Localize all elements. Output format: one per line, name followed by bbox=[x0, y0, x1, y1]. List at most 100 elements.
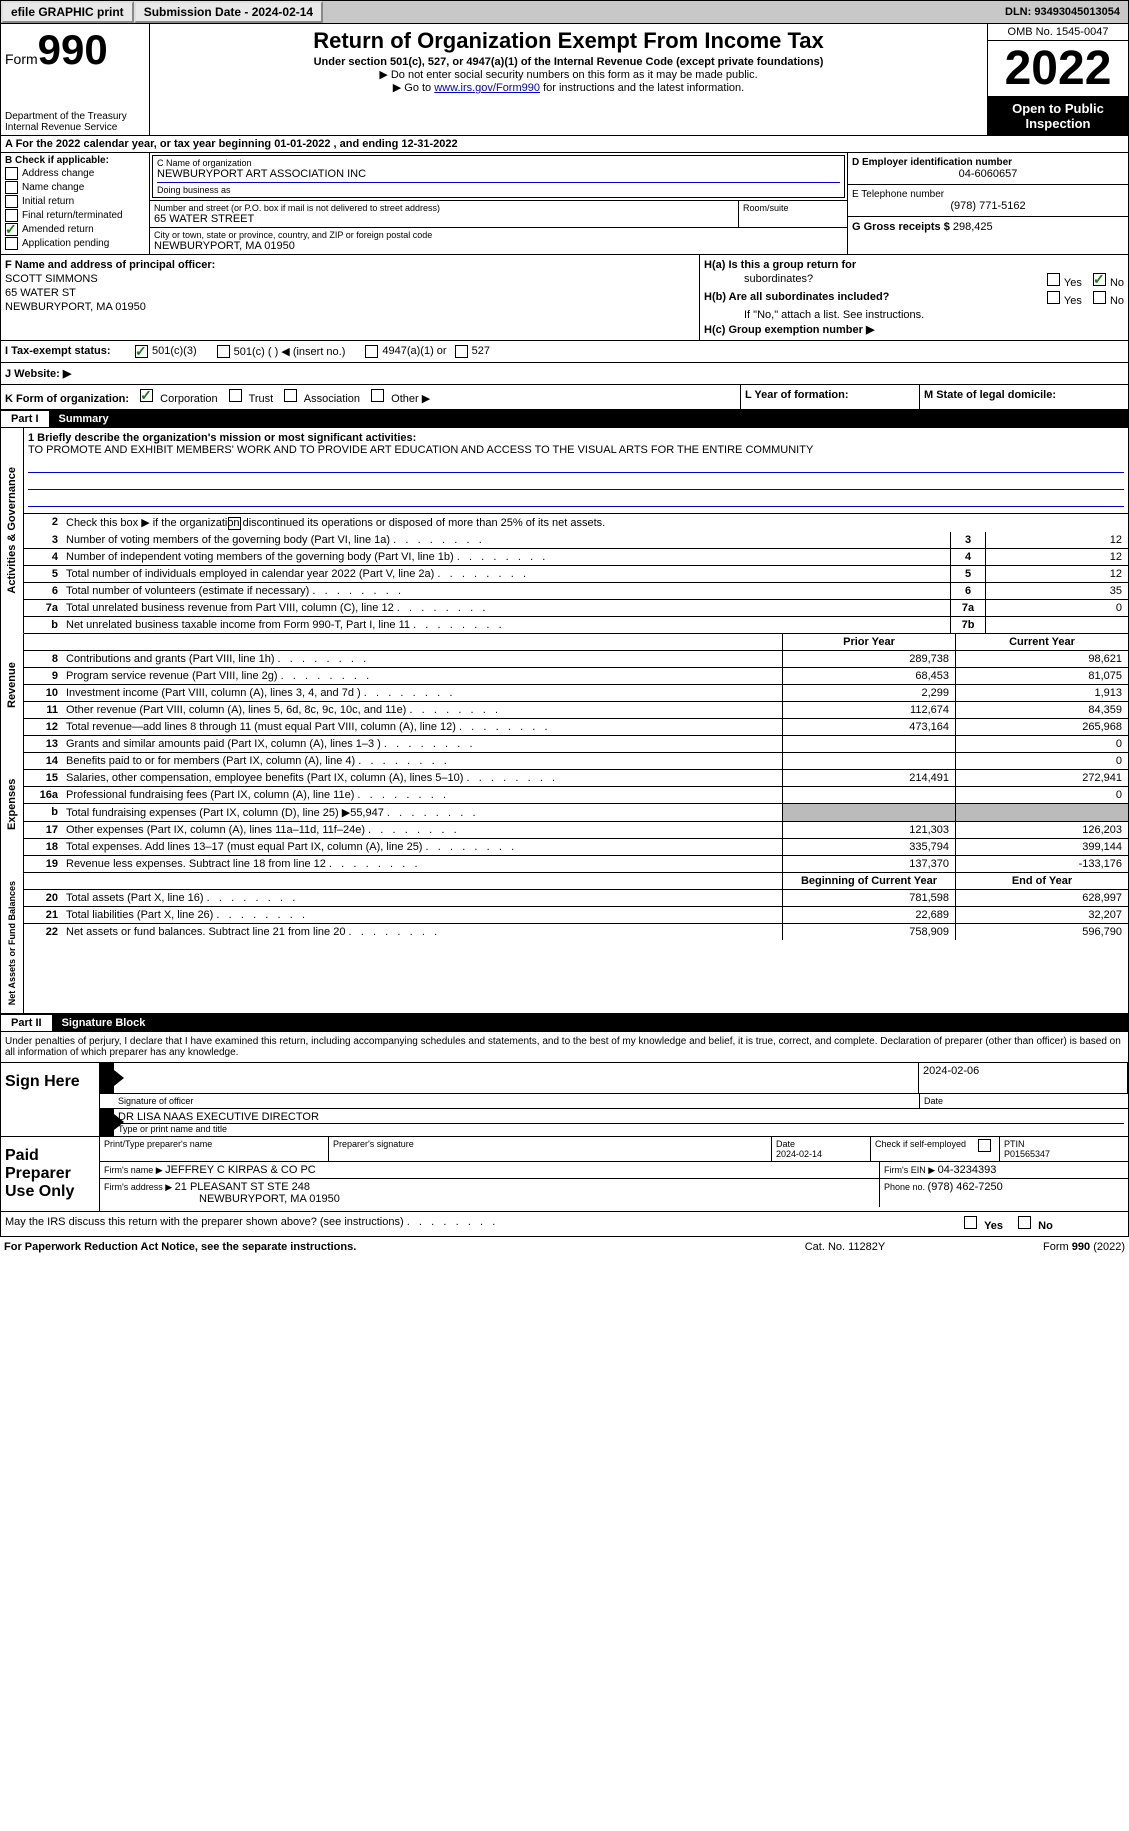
cb-trust[interactable] bbox=[229, 389, 242, 402]
org-name: NEWBURYPORT ART ASSOCIATION INC bbox=[157, 168, 840, 180]
row-text: Contributions and grants (Part VIII, lin… bbox=[62, 651, 782, 667]
row-num: 11 bbox=[24, 702, 62, 718]
block-h: H(a) Is this a group return for subordin… bbox=[699, 255, 1128, 340]
row-current: 0 bbox=[955, 753, 1128, 769]
table-row: 9Program service revenue (Part VIII, lin… bbox=[24, 668, 1128, 685]
opt-527: 527 bbox=[472, 345, 490, 358]
cb-address-change[interactable] bbox=[5, 167, 18, 180]
table-row: 18Total expenses. Add lines 13–17 (must … bbox=[24, 839, 1128, 856]
row-num: 14 bbox=[24, 753, 62, 769]
vtab-revenue: Revenue bbox=[1, 634, 24, 736]
row-prior: 2,299 bbox=[782, 685, 955, 701]
row-prior: 214,491 bbox=[782, 770, 955, 786]
opt-501c3: 501(c)(3) bbox=[152, 345, 197, 358]
row-prior: 121,303 bbox=[782, 822, 955, 838]
cb-other[interactable] bbox=[371, 389, 384, 402]
row-num: 12 bbox=[24, 719, 62, 735]
ptin-val: P01565347 bbox=[1004, 1149, 1124, 1159]
cb-501c3[interactable] bbox=[135, 345, 148, 358]
row-text: Grants and similar amounts paid (Part IX… bbox=[62, 736, 782, 752]
vtab-expenses: Expenses bbox=[1, 736, 24, 873]
ha-sub: subordinates? bbox=[704, 273, 813, 289]
row-prior: 289,738 bbox=[782, 651, 955, 667]
cb-amended-return[interactable] bbox=[5, 223, 18, 236]
header-right: OMB No. 1545-0047 2022 Open to Public In… bbox=[987, 24, 1128, 135]
block-b: B Check if applicable: Address change Na… bbox=[1, 153, 150, 254]
signature-section: Under penalties of perjury, I declare th… bbox=[0, 1032, 1129, 1237]
table-row: 11Other revenue (Part VIII, column (A), … bbox=[24, 702, 1128, 719]
efile-print-button[interactable]: efile GRAPHIC print bbox=[1, 1, 134, 23]
may-irs-yes-cb[interactable] bbox=[964, 1216, 977, 1229]
irs-form990-link[interactable]: www.irs.gov/Form990 bbox=[434, 82, 540, 94]
part1-title: Summary bbox=[49, 411, 119, 427]
opt-assoc: Association bbox=[304, 393, 360, 405]
line2-text: Check this box ▶ if the organization dis… bbox=[66, 517, 605, 529]
mission-blank-3 bbox=[28, 492, 1124, 507]
table-row: 17Other expenses (Part IX, column (A), l… bbox=[24, 822, 1128, 839]
cb-corp[interactable] bbox=[140, 389, 153, 402]
row-current: 32,207 bbox=[955, 907, 1128, 923]
row-text: Total revenue—add lines 8 through 11 (mu… bbox=[62, 719, 782, 735]
officer-addr2: NEWBURYPORT, MA 01950 bbox=[5, 301, 695, 313]
line6-text: Total number of volunteers (estimate if … bbox=[62, 583, 950, 599]
row-current: 272,941 bbox=[955, 770, 1128, 786]
row-current: 265,968 bbox=[955, 719, 1128, 735]
hb-yes-cb[interactable] bbox=[1047, 291, 1060, 304]
opt-4947: 4947(a)(1) or bbox=[382, 345, 446, 358]
prep-date-lbl: Date bbox=[776, 1139, 866, 1149]
row-current bbox=[955, 804, 1128, 821]
cb-self-employed[interactable] bbox=[978, 1139, 991, 1152]
row-num: 13 bbox=[24, 736, 62, 752]
phone-value: (978) 771-5162 bbox=[852, 200, 1124, 212]
cb-527[interactable] bbox=[455, 345, 468, 358]
ein-label: D Employer identification number bbox=[852, 157, 1124, 168]
hb-yes: Yes bbox=[1064, 295, 1082, 307]
cb-name-change[interactable] bbox=[5, 181, 18, 194]
blocks-bcd: B Check if applicable: Address change Na… bbox=[0, 153, 1129, 255]
table-row: 19Revenue less expenses. Subtract line 1… bbox=[24, 856, 1128, 873]
submission-date-button[interactable]: Submission Date - 2024-02-14 bbox=[134, 1, 323, 23]
part1-num: Part I bbox=[1, 411, 49, 427]
row-text: Revenue less expenses. Subtract line 18 … bbox=[62, 856, 782, 872]
line7b-box: 7b bbox=[950, 617, 985, 633]
row-num: 15 bbox=[24, 770, 62, 786]
cb-501c[interactable] bbox=[217, 345, 230, 358]
paid-preparer-row: Paid Preparer Use Only Print/Type prepar… bbox=[1, 1136, 1128, 1211]
line-klm: K Form of organization: Corporation Trus… bbox=[0, 385, 1129, 410]
may-irs-no-cb[interactable] bbox=[1018, 1216, 1031, 1229]
table-row: 21Total liabilities (Part X, line 26)22,… bbox=[24, 907, 1128, 924]
ha-yes-cb[interactable] bbox=[1047, 273, 1060, 286]
firm-ein: 04-3234393 bbox=[938, 1164, 997, 1176]
row-current: 399,144 bbox=[955, 839, 1128, 855]
row-prior: 137,370 bbox=[782, 856, 955, 872]
row-prior: 112,674 bbox=[782, 702, 955, 718]
cb-initial-return[interactable] bbox=[5, 195, 18, 208]
table-row: 22Net assets or fund balances. Subtract … bbox=[24, 924, 1128, 940]
org-name-box: C Name of organization NEWBURYPORT ART A… bbox=[152, 155, 845, 198]
cb-application-pending[interactable] bbox=[5, 237, 18, 250]
summary-revenue: Revenue Prior YearCurrent Year 8Contribu… bbox=[0, 634, 1129, 736]
tax-year: 2022 bbox=[988, 41, 1128, 97]
line7a-text: Total unrelated business revenue from Pa… bbox=[62, 600, 950, 616]
line2-cb[interactable] bbox=[228, 517, 241, 530]
table-row: 12Total revenue—add lines 8 through 11 (… bbox=[24, 719, 1128, 736]
table-row: 15Salaries, other compensation, employee… bbox=[24, 770, 1128, 787]
dln-label: DLN: 93493045013054 bbox=[997, 6, 1128, 18]
gross-label: G Gross receipts $ bbox=[852, 221, 953, 233]
cb-assoc[interactable] bbox=[284, 389, 297, 402]
cb-final-return-label: Final return/terminated bbox=[22, 210, 123, 221]
org-name-label: C Name of organization bbox=[157, 158, 840, 168]
line4-text: Number of independent voting members of … bbox=[62, 549, 950, 565]
sig-date-lbl: Date bbox=[920, 1094, 1128, 1108]
table-row: 8Contributions and grants (Part VIII, li… bbox=[24, 651, 1128, 668]
hb-no-cb[interactable] bbox=[1093, 291, 1106, 304]
line-j: J Website: ▶ bbox=[0, 363, 1129, 385]
row-current: 84,359 bbox=[955, 702, 1128, 718]
line5-val: 12 bbox=[985, 566, 1128, 582]
row-current: 126,203 bbox=[955, 822, 1128, 838]
may-irs-yes: Yes bbox=[984, 1220, 1003, 1232]
ha-no-cb[interactable] bbox=[1093, 273, 1106, 286]
cb-application-pending-label: Application pending bbox=[22, 238, 109, 249]
cb-4947[interactable] bbox=[365, 345, 378, 358]
sig-date: 2024-02-06 bbox=[919, 1063, 1128, 1093]
